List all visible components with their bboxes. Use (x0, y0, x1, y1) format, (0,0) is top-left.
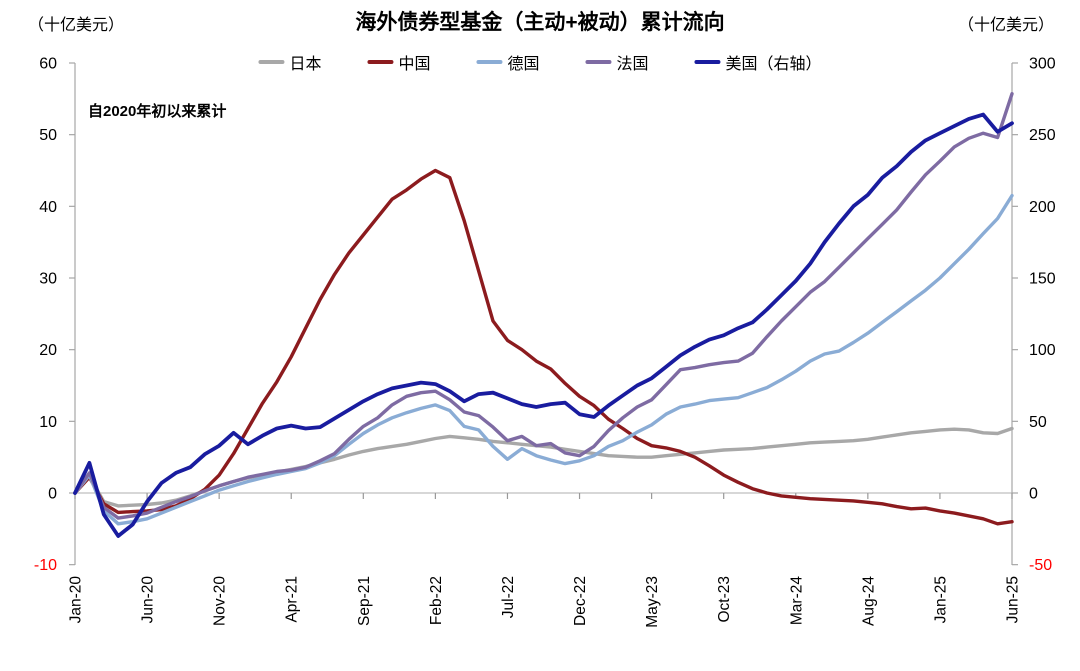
left-axis-tick-label: 30 (39, 271, 57, 288)
series-line-china (73, 168, 1014, 526)
left-axis-tick-label: 60 (39, 56, 57, 73)
right-axis-tick-label: 100 (1029, 342, 1056, 359)
china-line-swatch-icon (367, 60, 394, 64)
legend-item-japan: 日本 (258, 50, 321, 74)
right-axis-unit-label: （十亿美元） (957, 17, 1054, 34)
right-axis-tick-label: 300 (1029, 56, 1056, 73)
right-axis-tick-label: 250 (1029, 127, 1056, 144)
left-axis-tick-label: -10 (34, 557, 57, 574)
legend-item-usa: 美国（右轴） (694, 50, 822, 74)
legend-item-france: 法国 (585, 50, 649, 74)
x-axis-tick-label: Jan-25 (932, 576, 949, 623)
legend-item-germany: 德国 (476, 50, 540, 74)
usa-line-swatch-icon (694, 60, 721, 64)
right-axis-tick-label: 200 (1029, 199, 1056, 216)
x-axis-tick-label: Aug-24 (860, 576, 877, 626)
left-axis-tick-label: 0 (48, 486, 57, 503)
x-axis-tick-label: Jun-20 (140, 576, 157, 624)
x-axis-tick-label: Jul-22 (500, 576, 517, 618)
left-axis-unit-label: （十亿美元） (28, 17, 125, 34)
left-axis-tick-label: 50 (39, 127, 57, 144)
x-axis-tick-label: May-23 (644, 576, 661, 628)
right-axis-tick-label: 50 (1029, 414, 1047, 431)
x-axis-tick-label: Sep-21 (356, 576, 373, 626)
x-axis-tick-label: Feb-22 (428, 576, 445, 625)
x-axis-tick-label: Apr-21 (284, 576, 301, 623)
series-line-germany (73, 193, 1014, 526)
legend-label-germany: 德国 (507, 56, 540, 73)
germany-line-swatch-icon (476, 60, 503, 64)
x-axis-tick-label: Mar-24 (788, 576, 805, 625)
x-axis-tick-label: Nov-20 (212, 576, 229, 626)
series-line-france (73, 92, 1014, 520)
left-axis-tick-label: 40 (39, 199, 57, 216)
left-axis-tick-label: 20 (39, 342, 57, 359)
x-axis-tick-label: Dec-22 (572, 576, 589, 626)
legend-label-france: 法国 (616, 56, 649, 73)
legend-label-japan: 日本 (289, 56, 322, 73)
right-axis-tick-label: -50 (1029, 557, 1052, 574)
right-axis-tick-label: 0 (1029, 486, 1038, 503)
x-axis-tick-label: Jan-20 (68, 576, 85, 624)
series-line-usa (73, 112, 1014, 538)
right-axis-tick-label: 150 (1029, 271, 1056, 288)
legend-label-usa: 美国（右轴） (725, 56, 822, 73)
series-line-japan (73, 426, 1014, 508)
cumulative-since-2020-annotation: 自2020年初以来累计 (88, 103, 227, 120)
legend: 日本 中国 德国 法国 美国（右轴） (258, 50, 822, 74)
left-axis-tick-label: 10 (39, 414, 57, 431)
x-axis-tick-label: Jun-25 (1005, 576, 1022, 623)
france-line-swatch-icon (585, 60, 612, 64)
japan-line-swatch-icon (258, 60, 285, 64)
chart-title: 海外债券型基金（主动+被动）累计流向 (355, 11, 725, 34)
legend-item-china: 中国 (367, 50, 430, 74)
x-axis-tick-label: Oct-23 (716, 576, 733, 623)
legend-label-china: 中国 (398, 56, 431, 73)
